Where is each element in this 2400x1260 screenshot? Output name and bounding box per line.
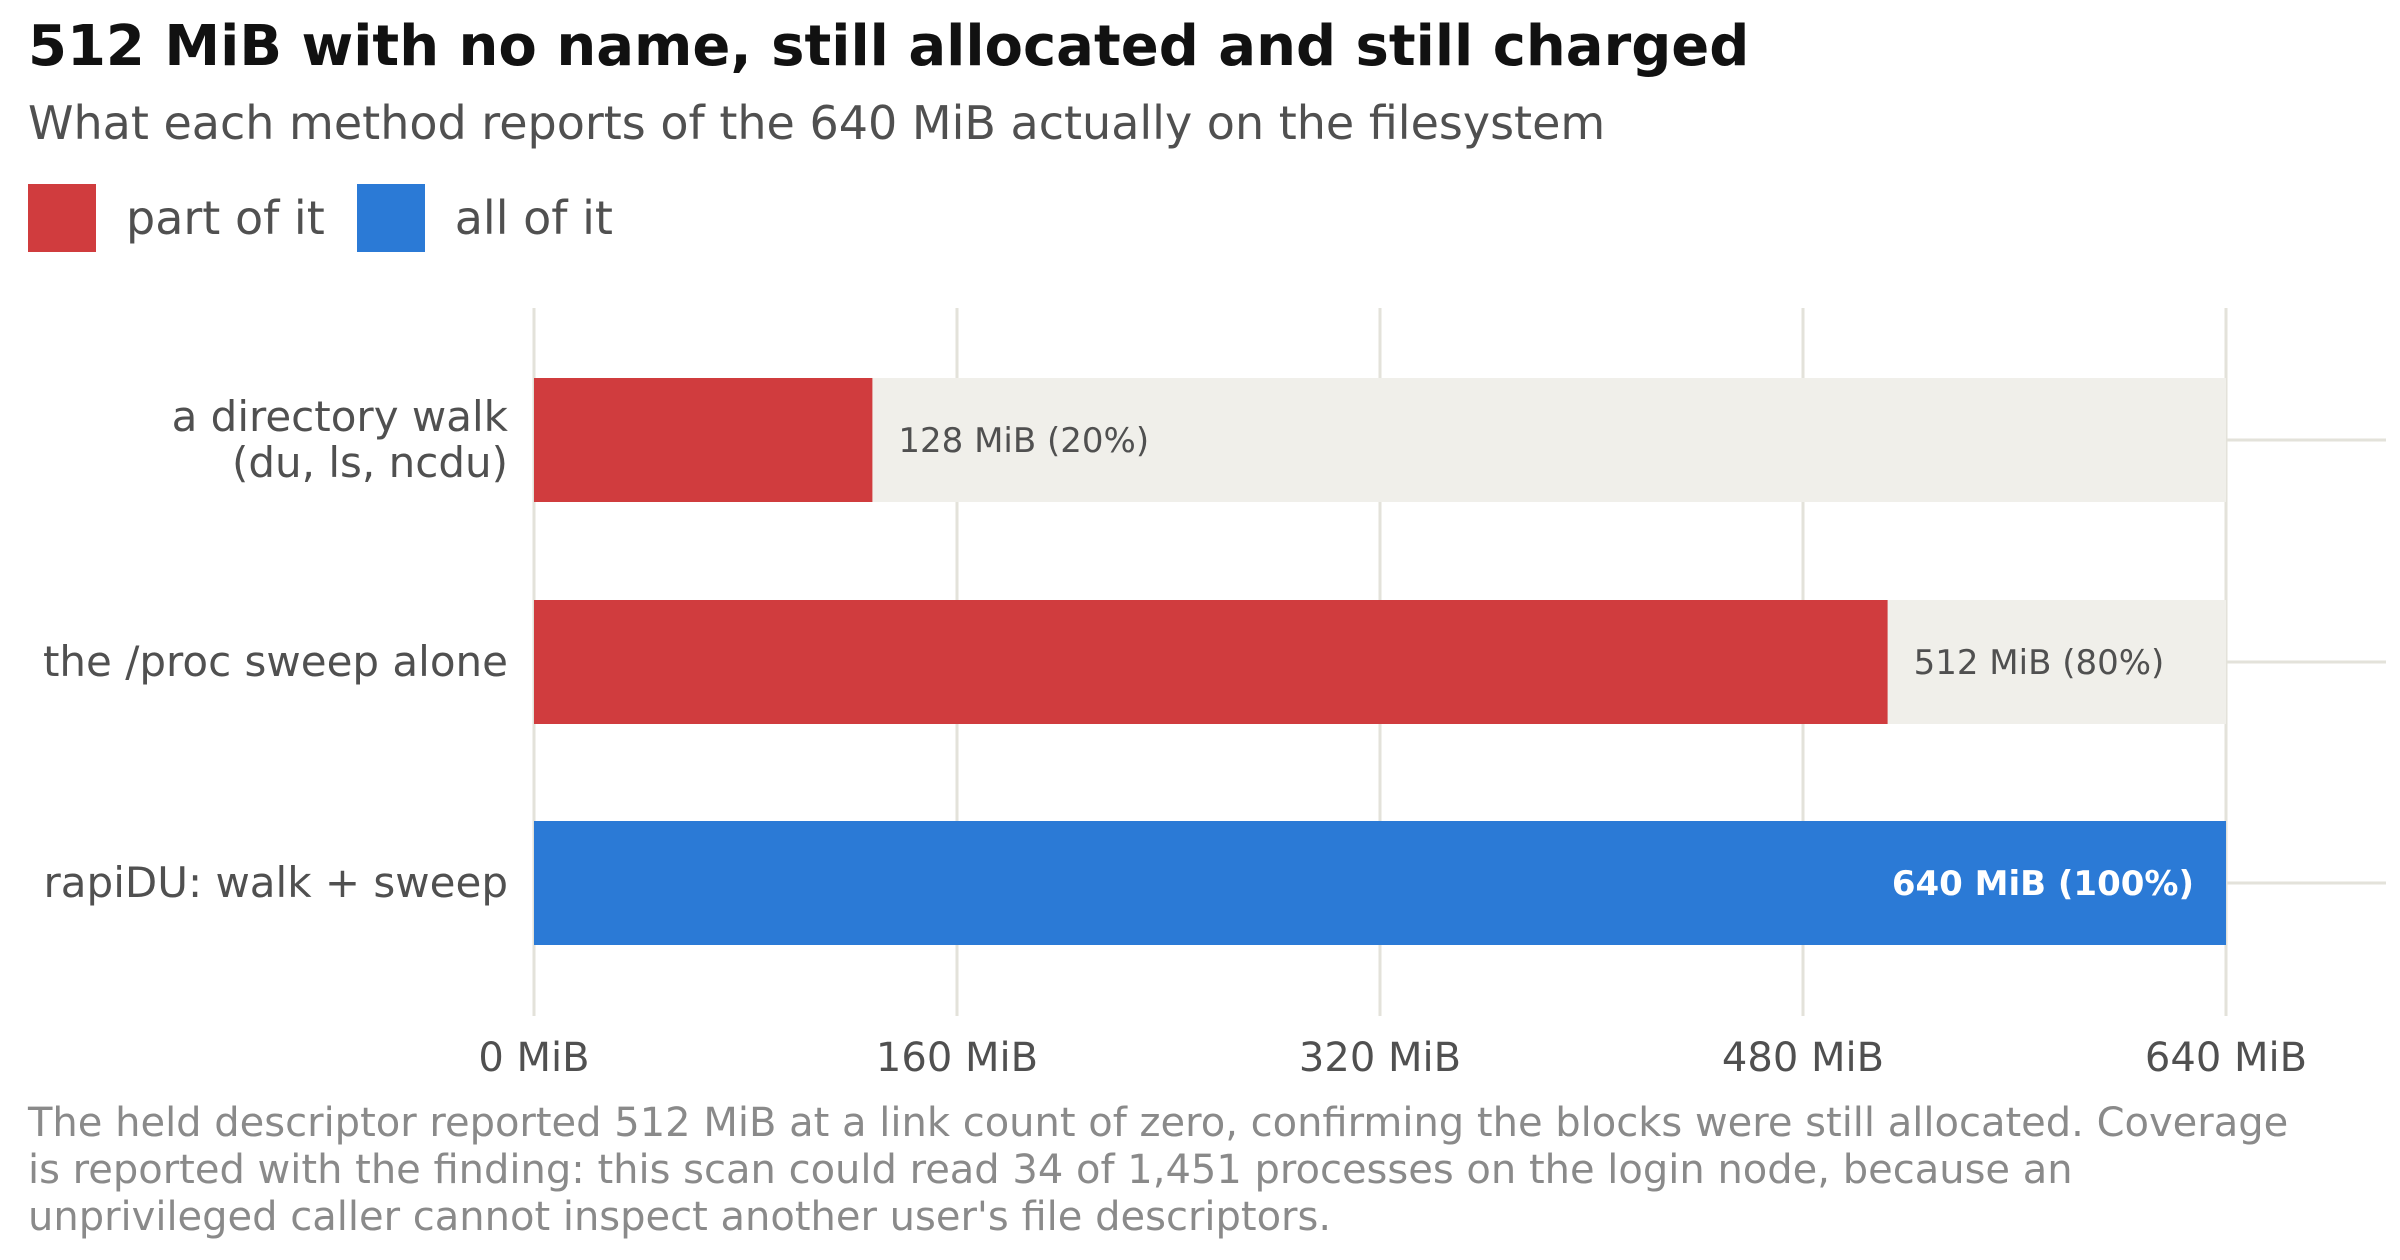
- x-tick-label: 160 MiB: [876, 1035, 1038, 1081]
- legend-label-all: all of it: [454, 191, 613, 245]
- bar: [534, 821, 2226, 945]
- legend-swatch-part: [28, 184, 96, 252]
- legend-label-part: part of it: [126, 191, 325, 245]
- x-tick-label: 320 MiB: [1299, 1035, 1461, 1081]
- legend-swatch-all: [356, 184, 425, 252]
- x-tick-label: 480 MiB: [1722, 1035, 1884, 1081]
- data-label: 128 MiB (20%): [898, 421, 1149, 461]
- footnote: The held descriptor reported 512 MiB at …: [28, 1100, 2289, 1240]
- data-label: 512 MiB (80%): [1914, 643, 2165, 683]
- legend-item-part: part of it: [28, 184, 325, 252]
- x-tick-label: 0 MiB: [478, 1035, 589, 1081]
- bar: [534, 378, 873, 502]
- legend-item-all: all of it: [356, 184, 613, 252]
- chart-subtitle: What each method reports of the 640 MiB …: [28, 96, 1606, 150]
- chart-title: 512 MiB with no name, still allocated an…: [28, 14, 1750, 79]
- category-label: the /proc sweep alone: [43, 637, 508, 686]
- legend: part of it all of it: [28, 184, 645, 252]
- bar: [534, 600, 1888, 724]
- data-label: 640 MiB (100%): [1892, 864, 2194, 904]
- x-tick-label: 640 MiB: [2145, 1035, 2307, 1081]
- category-label: a directory walk (du, ls, ncdu): [172, 392, 509, 487]
- bar-chart: 128 MiB (20%) a directory walk (du, ls, nc…: [43, 308, 2386, 1081]
- category-label: rapiDU: walk + sweep: [44, 858, 508, 907]
